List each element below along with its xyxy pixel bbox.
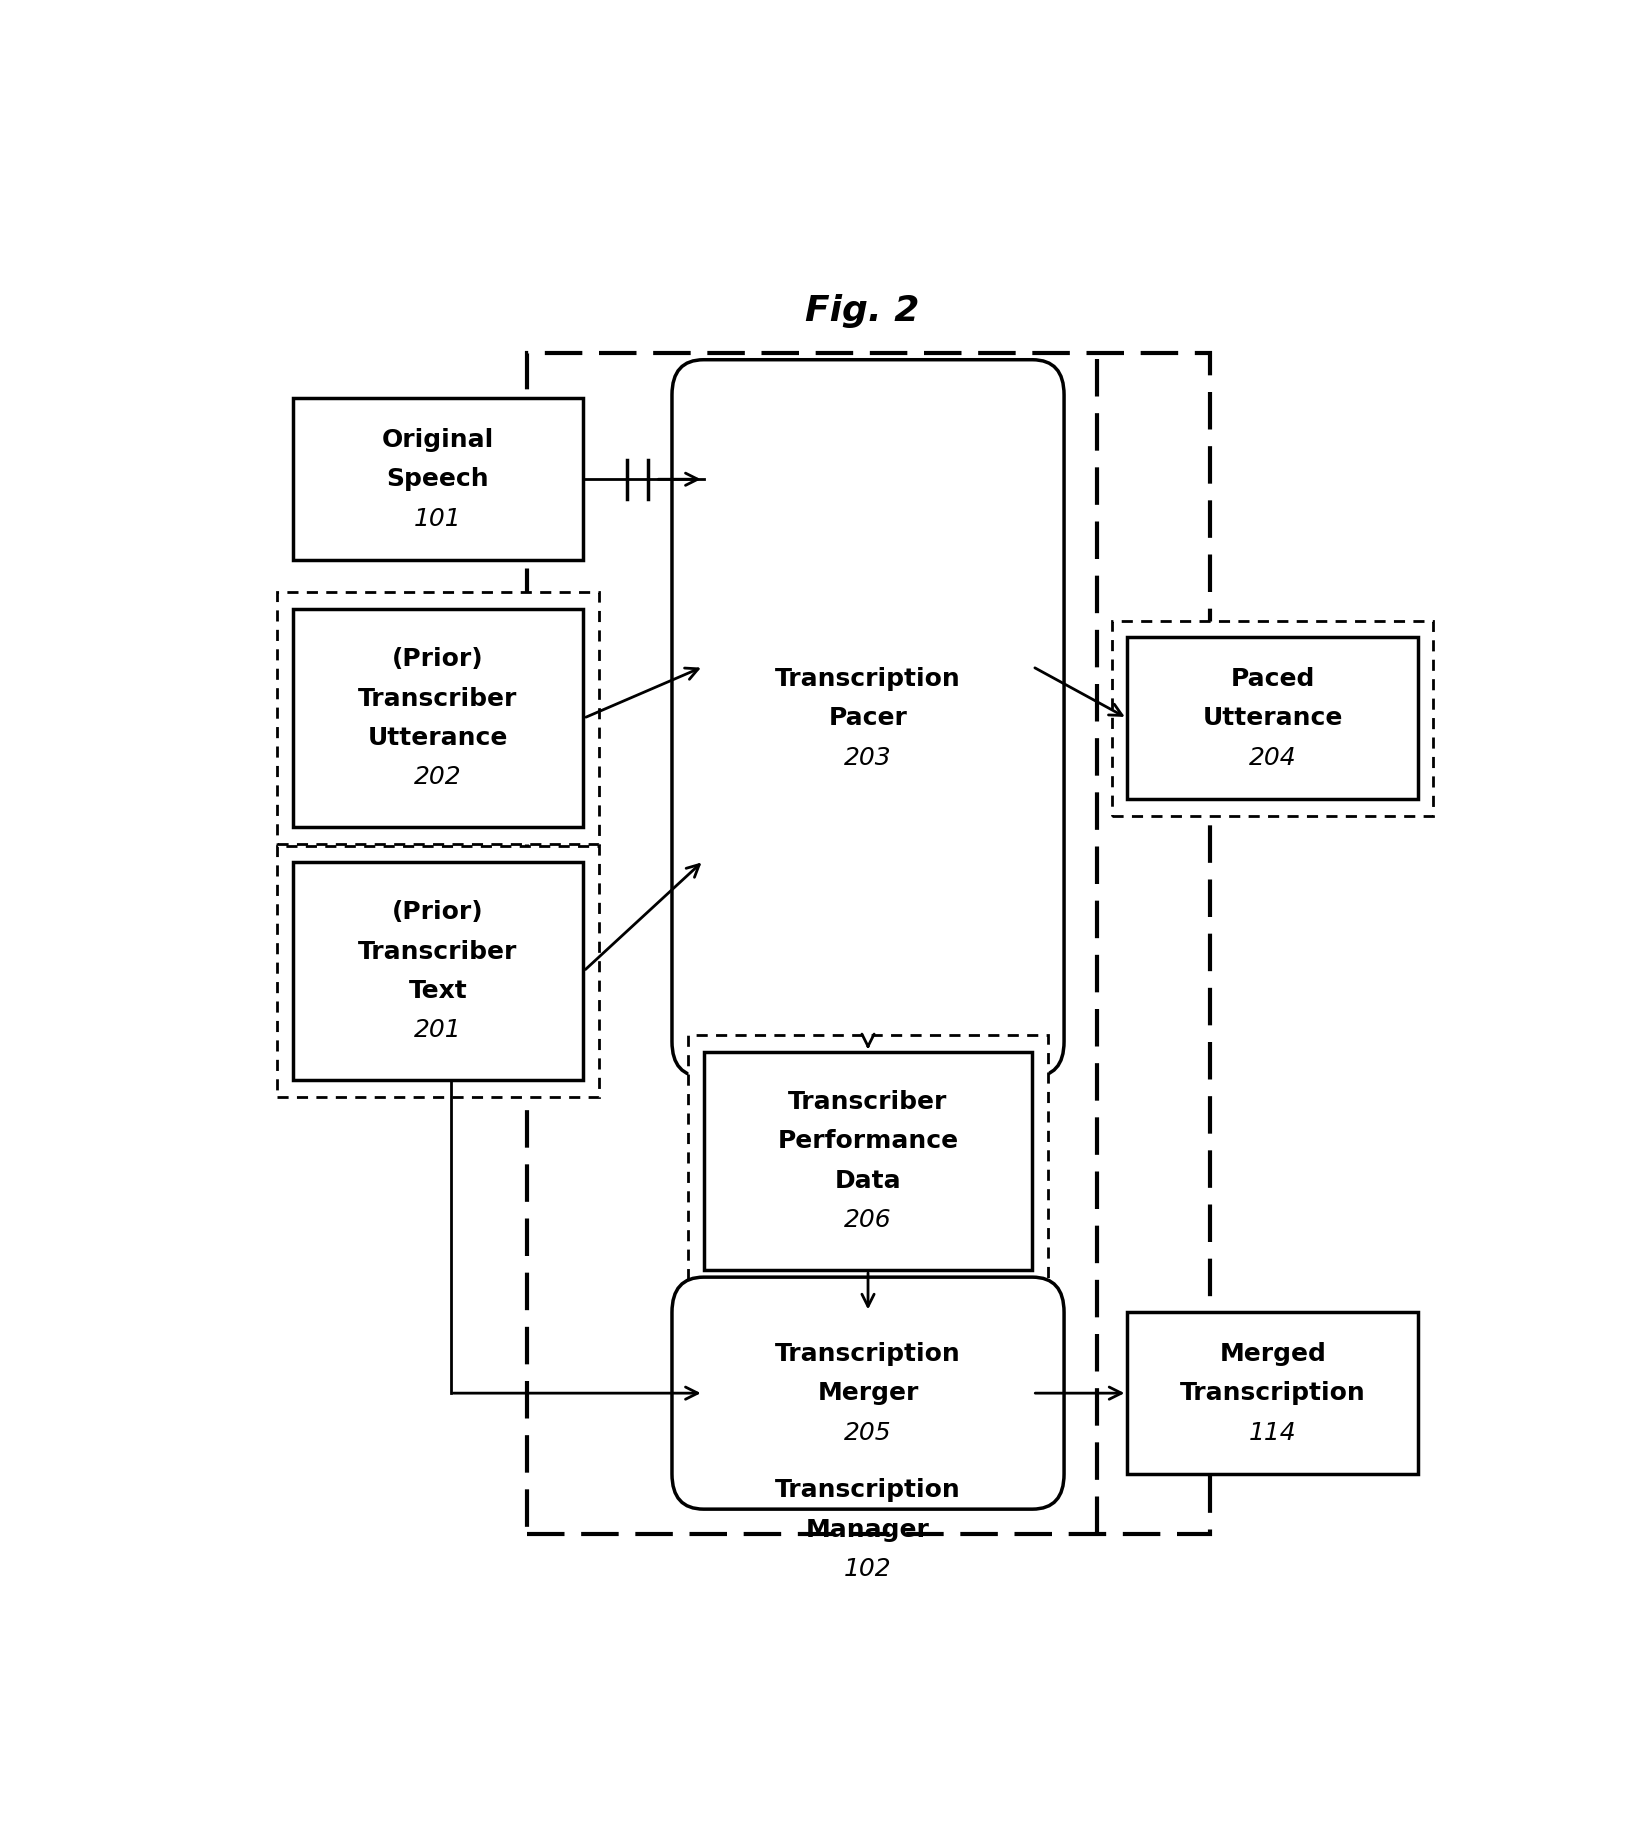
Text: Speech: Speech xyxy=(387,467,490,491)
Text: 102: 102 xyxy=(844,1558,891,1581)
Bar xyxy=(1128,637,1418,800)
Bar xyxy=(689,1035,1048,1287)
Text: Text: Text xyxy=(408,979,467,1002)
Text: 204: 204 xyxy=(1248,745,1296,769)
Text: 203: 203 xyxy=(844,745,891,769)
Bar xyxy=(292,610,584,827)
Text: Paced: Paced xyxy=(1231,666,1315,690)
Text: Utterance: Utterance xyxy=(367,727,508,750)
Bar xyxy=(1128,1313,1418,1474)
Text: Original: Original xyxy=(382,427,494,451)
Text: Performance: Performance xyxy=(777,1130,958,1154)
Text: Merged: Merged xyxy=(1219,1342,1327,1366)
Text: Utterance: Utterance xyxy=(1203,707,1343,730)
Text: Transcription: Transcription xyxy=(775,666,961,690)
Text: Manager: Manager xyxy=(806,1517,930,1541)
Bar xyxy=(1111,621,1433,816)
Text: Data: Data xyxy=(834,1169,901,1192)
FancyBboxPatch shape xyxy=(672,1276,1064,1508)
Text: Transcription: Transcription xyxy=(775,1342,961,1366)
Text: Transcription: Transcription xyxy=(775,1479,961,1503)
Text: Fig. 2: Fig. 2 xyxy=(805,294,919,327)
Text: Transcriber: Transcriber xyxy=(788,1090,948,1114)
Text: 205: 205 xyxy=(844,1421,891,1444)
Text: 206: 206 xyxy=(844,1209,891,1233)
Bar xyxy=(703,1052,1033,1271)
Bar xyxy=(527,352,1209,1534)
Text: Transcriber: Transcriber xyxy=(359,687,517,710)
Bar xyxy=(277,845,599,1097)
Text: Transcription: Transcription xyxy=(1180,1380,1366,1406)
Text: (Prior): (Prior) xyxy=(392,900,483,924)
Text: 101: 101 xyxy=(415,506,462,531)
Text: (Prior): (Prior) xyxy=(392,646,483,672)
Text: 202: 202 xyxy=(415,765,462,789)
FancyBboxPatch shape xyxy=(672,360,1064,1077)
Bar xyxy=(292,862,584,1081)
Text: Pacer: Pacer xyxy=(829,707,907,730)
Text: Transcriber: Transcriber xyxy=(359,940,517,964)
Text: Merger: Merger xyxy=(818,1380,919,1406)
Bar xyxy=(277,592,599,844)
Text: 201: 201 xyxy=(415,1019,462,1043)
Text: 114: 114 xyxy=(1248,1421,1296,1444)
Bar xyxy=(292,398,584,561)
